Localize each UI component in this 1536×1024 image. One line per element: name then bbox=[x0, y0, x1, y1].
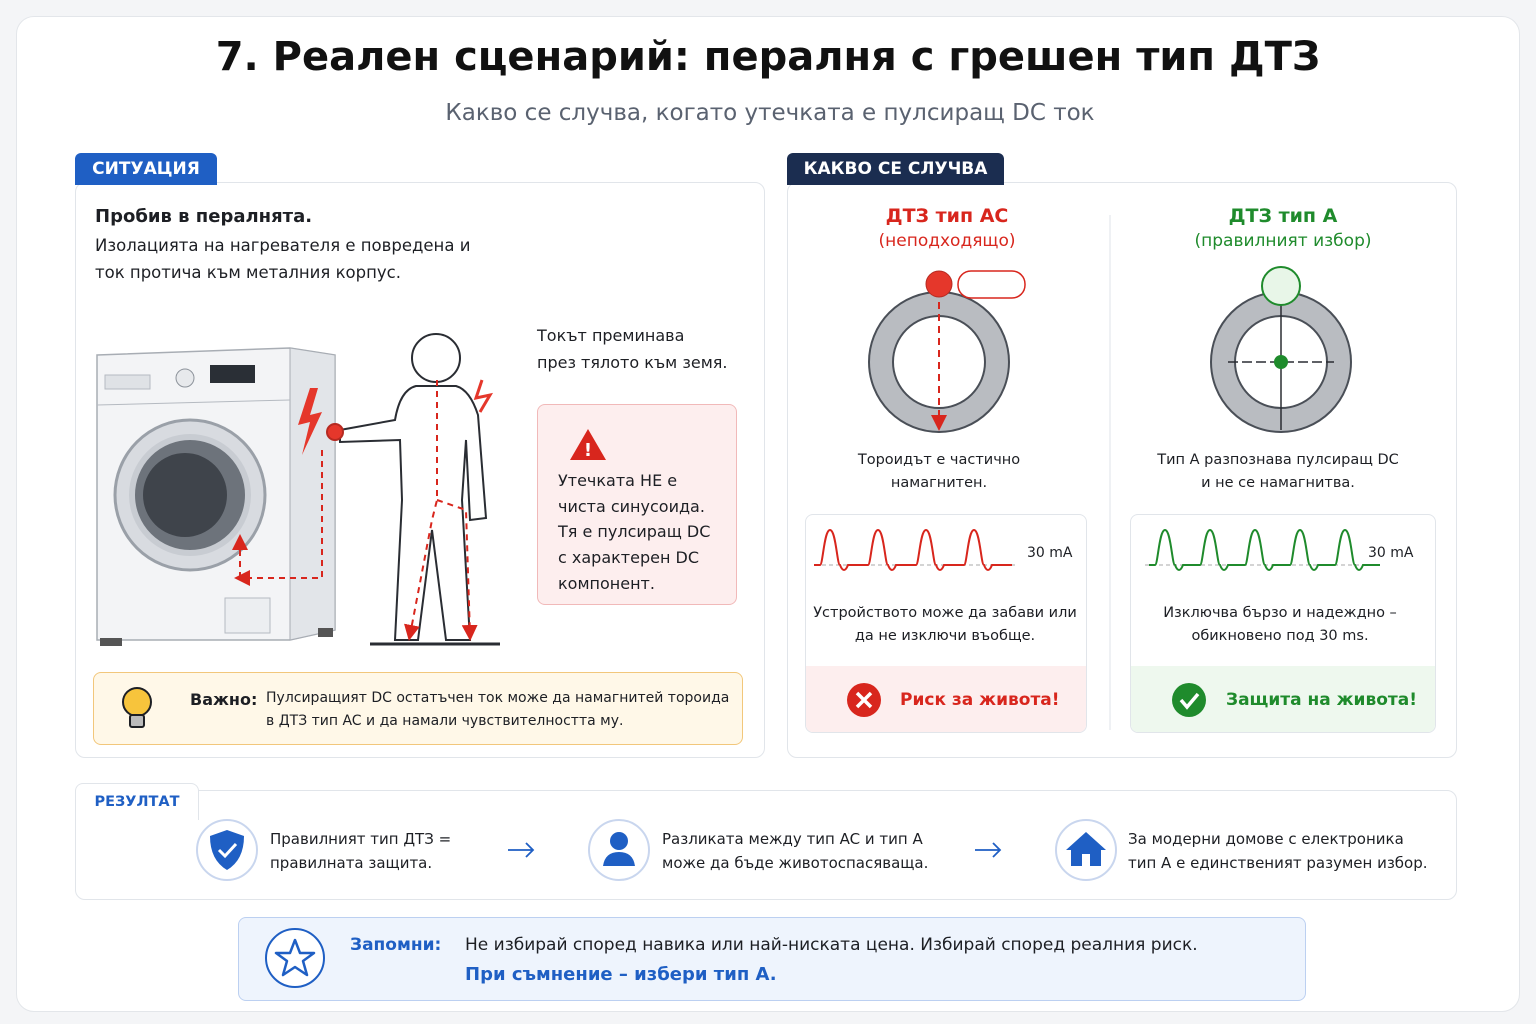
situation-heading: Пробив в пералнята. bbox=[95, 206, 313, 227]
result-tab: РЕЗУЛТАТ bbox=[75, 783, 199, 820]
important-text: Пулсиращият DC остатъчен ток може да нам… bbox=[266, 690, 730, 706]
warning-line: Утечката НЕ е bbox=[558, 471, 678, 490]
result-text: правилната защита. bbox=[270, 854, 433, 872]
warning-line: с характерен DC bbox=[558, 548, 699, 567]
column-description: намагнитен. bbox=[890, 475, 988, 491]
what-tab: КАКВО СЕ СЛУЧВА bbox=[787, 153, 1004, 185]
remember-label: Запомни: bbox=[350, 935, 442, 955]
column-subtitle: (правилният избор) bbox=[1194, 231, 1372, 251]
result-text: тип A е единственият разумен избор. bbox=[1128, 854, 1428, 872]
current-note: Токът преминава bbox=[537, 326, 685, 345]
situation-tab: СИТУАЦИЯ bbox=[75, 153, 217, 185]
warning-line: Тя е пулсиращ DC bbox=[558, 522, 711, 541]
remember-line: Не избирай според навика или най-ниската… bbox=[465, 935, 1198, 955]
situation-line: Изолацията на нагревателя е повредена и bbox=[95, 236, 471, 255]
effect-line: обикновено под 30 ms. bbox=[1191, 628, 1369, 644]
effect-line: Изключва бързо и надеждно – bbox=[1163, 605, 1397, 621]
column-title: ДТЗ тип A bbox=[1228, 205, 1338, 227]
effect-line: да не изключи въобще. bbox=[854, 628, 1036, 644]
column-title: ДТЗ тип AC bbox=[885, 205, 1009, 227]
current-note: през тялото към земя. bbox=[537, 353, 728, 372]
column-description: Тороидът е частично bbox=[857, 452, 1021, 468]
important-label: Важно: bbox=[190, 690, 258, 709]
situation-line: ток протича към металния корпус. bbox=[95, 263, 401, 282]
important-box bbox=[93, 672, 743, 745]
remember-emphasis: При съмнение – избери тип A. bbox=[465, 964, 777, 985]
title: 7. Реален сценарий: пералня с грешен тип… bbox=[215, 34, 1321, 80]
column-description: и не се намагнитва. bbox=[1201, 475, 1355, 491]
dc-badge: DC bbox=[1269, 276, 1293, 294]
column-description: Тип A разпознава пулсиращ DC bbox=[1157, 452, 1399, 468]
subtitle: Какво се случва, когато утечката е пулси… bbox=[445, 100, 1095, 126]
result-panel bbox=[75, 790, 1457, 900]
result-text: За модерни домове с електроника bbox=[1128, 830, 1404, 848]
result-text: може да бъде животоспасяваща. bbox=[662, 854, 929, 872]
warning-line: чиста синусоида. bbox=[558, 497, 705, 516]
important-text: в ДТЗ тип AC и да намали чувствителностт… bbox=[266, 713, 624, 729]
dc-bias-badge: DC bias bbox=[965, 276, 1015, 291]
verdict: Защита на живота! bbox=[1226, 690, 1417, 710]
result-text: Правилният тип ДТЗ = bbox=[270, 830, 452, 848]
verdict: Риск за живота! bbox=[900, 690, 1060, 710]
effect-line: Устройството може да забави или bbox=[813, 605, 1077, 621]
current-label: 30 mA bbox=[1027, 545, 1073, 561]
remember-box bbox=[238, 917, 1306, 1001]
current-label: 30 mA bbox=[1368, 545, 1414, 561]
warning-line: компонент. bbox=[558, 574, 655, 593]
column-subtitle: (неподходящо) bbox=[878, 231, 1016, 251]
result-text: Разликата между тип AC и тип A bbox=[662, 830, 923, 848]
